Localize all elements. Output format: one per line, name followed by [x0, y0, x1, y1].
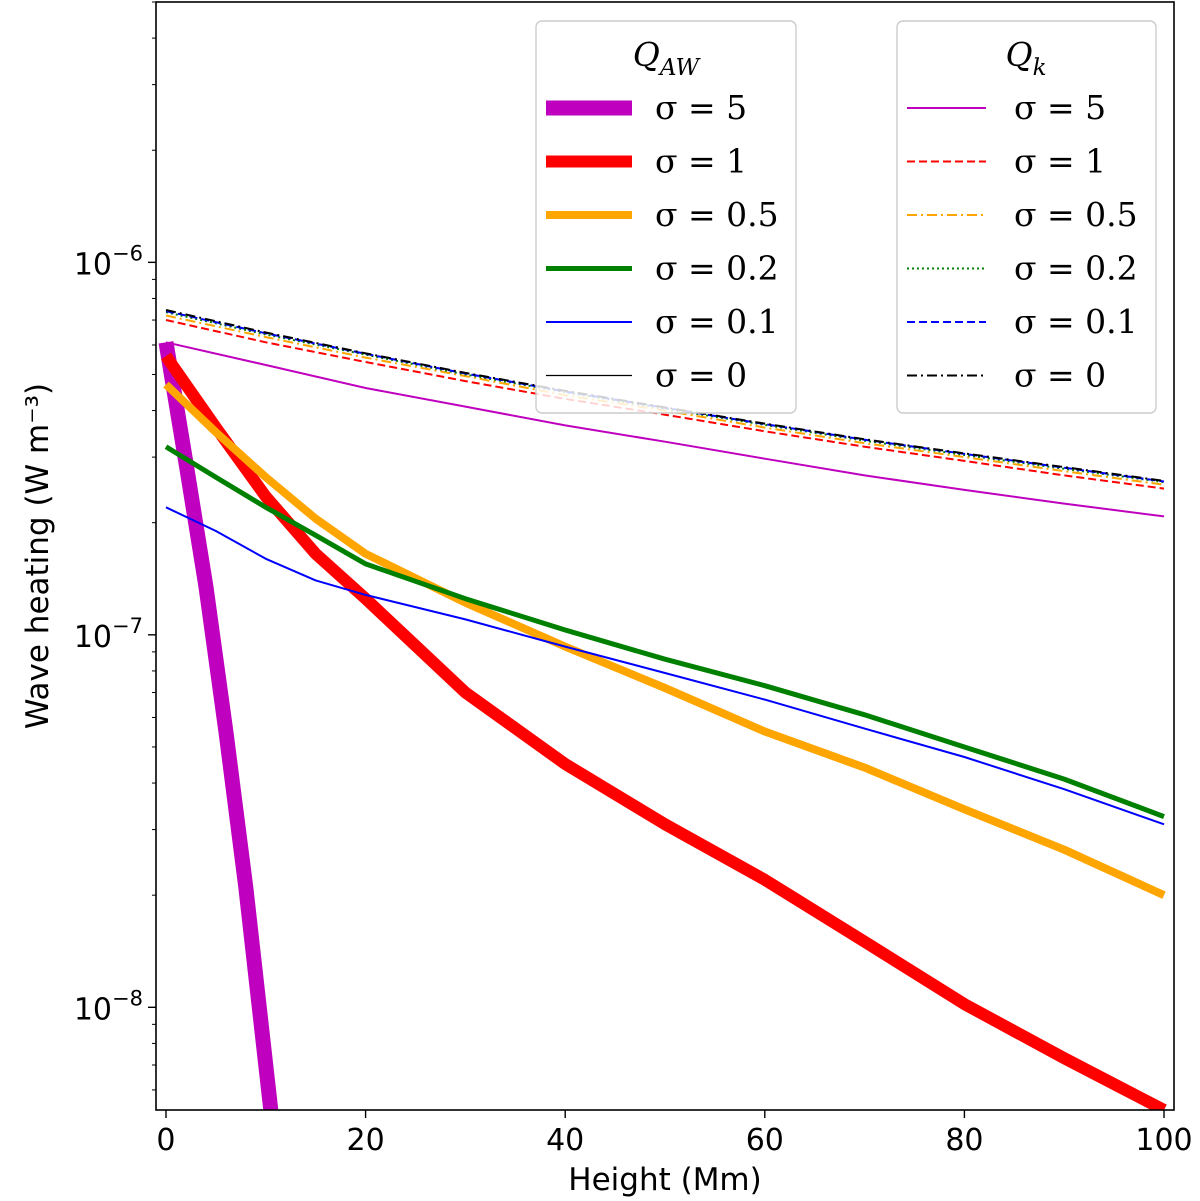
legend-entry-label: σ = 0.5 — [1014, 195, 1138, 234]
legend-entry-label: σ = 0 — [655, 356, 747, 395]
x-tick-label: 80 — [945, 1123, 983, 1158]
y-axis-minor-ticks — [152, 1, 156, 1091]
series-line-q-k-sigma-1 — [165, 319, 1165, 490]
y-axis-ticks: 10−6 10−7 10−8 — [74, 241, 156, 1027]
legend-entry-label: σ = 0.1 — [1014, 302, 1138, 341]
legend-box — [896, 20, 1157, 414]
legend-entry-label: σ = 1 — [655, 142, 747, 181]
x-axis-label: Height (Mm) — [568, 1162, 761, 1198]
legend-entry-label: σ = 0.1 — [655, 302, 779, 341]
y-tick-label: 10−8 — [74, 986, 143, 1027]
y-tick-label: 10−7 — [74, 614, 143, 655]
legend-entry-label: σ = 1 — [1014, 142, 1106, 181]
legend-entry-label: σ = 0 — [1014, 356, 1106, 395]
series-line-q-k-sigma-5 — [165, 341, 1165, 518]
series-line-q-aw-sigma-5 — [158, 341, 279, 1110]
x-tick-label: 0 — [156, 1123, 175, 1158]
x-axis-ticks: 0 20 40 60 80 100 — [156, 1110, 1193, 1158]
legend-box — [535, 20, 797, 414]
legend-entry-label: σ = 0.2 — [655, 249, 779, 288]
series-line-q-aw-sigma-0-2 — [164, 444, 1165, 819]
series-line-q-aw-sigma-0-1 — [165, 506, 1165, 826]
x-tick-label: 60 — [746, 1123, 784, 1158]
legend-entry-label: σ = 5 — [1014, 88, 1106, 127]
legend-q-aw: QAW σ = 5 σ = 1 σ = 0.5 σ = 0.2 σ = 0.1 σ = 0 — [535, 20, 797, 414]
legend-entry-label: σ = 5 — [655, 88, 747, 127]
y-axis-label: Wave heating (W m⁻³) — [20, 383, 56, 729]
legend-entry-label: σ = 0.2 — [1014, 249, 1138, 288]
legend-title: Qk — [1006, 35, 1047, 81]
plot-frame — [155, 1, 1175, 1111]
x-tick-label: 20 — [346, 1123, 384, 1158]
x-tick-label: 40 — [546, 1123, 584, 1158]
legend-q-k: Qk σ = 5 σ = 1 σ = 0.5 σ = 0.2 σ = 0.1 σ = 0 — [896, 20, 1157, 414]
series-line-q-aw-sigma-1 — [161, 352, 1167, 1110]
y-tick-label: 10−6 — [74, 241, 143, 282]
legend-title: QAW — [633, 35, 702, 81]
x-tick-label: 100 — [1135, 1123, 1192, 1158]
legend-entry-label: σ = 0.5 — [655, 195, 779, 234]
